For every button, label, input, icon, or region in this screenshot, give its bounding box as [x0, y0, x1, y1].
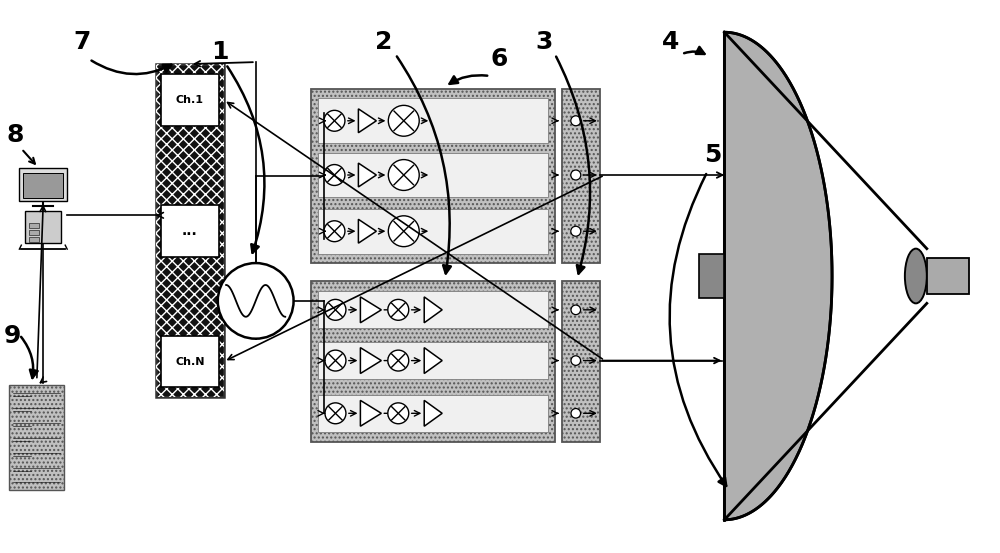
FancyArrowPatch shape	[397, 56, 451, 274]
Circle shape	[388, 216, 419, 247]
Text: 2: 2	[375, 30, 393, 54]
FancyArrowPatch shape	[670, 174, 726, 486]
Polygon shape	[424, 348, 442, 373]
Bar	[927, 258, 969, 294]
FancyArrowPatch shape	[556, 56, 590, 274]
Bar	[29, 237, 39, 242]
Bar	[318, 209, 548, 254]
Bar	[25, 211, 61, 243]
Bar	[318, 153, 548, 197]
Polygon shape	[424, 400, 442, 426]
Polygon shape	[358, 109, 376, 133]
Bar	[318, 395, 548, 432]
Text: 5: 5	[704, 143, 722, 166]
Bar	[23, 173, 63, 199]
Bar	[699, 254, 724, 299]
Polygon shape	[724, 32, 832, 520]
Polygon shape	[358, 163, 376, 187]
Circle shape	[571, 226, 581, 236]
Polygon shape	[358, 220, 376, 243]
FancyArrowPatch shape	[227, 66, 264, 253]
Text: 6: 6	[490, 47, 507, 71]
Circle shape	[325, 350, 346, 371]
Text: 7: 7	[73, 30, 91, 54]
FancyArrowPatch shape	[21, 337, 38, 378]
Text: ...: ...	[182, 224, 198, 238]
Text: 3: 3	[535, 30, 552, 54]
Text: 8: 8	[6, 123, 24, 147]
Bar	[161, 74, 219, 126]
Text: Ch.N: Ch.N	[175, 357, 205, 367]
Text: 9: 9	[3, 324, 21, 348]
Bar	[311, 281, 555, 442]
Polygon shape	[360, 297, 381, 323]
Circle shape	[324, 221, 345, 242]
Circle shape	[571, 305, 581, 315]
Circle shape	[571, 356, 581, 366]
Circle shape	[571, 409, 581, 418]
Circle shape	[571, 170, 581, 180]
Polygon shape	[424, 297, 442, 323]
Bar	[29, 223, 39, 228]
Text: 4: 4	[662, 30, 679, 54]
Bar	[318, 98, 548, 143]
Bar	[161, 205, 219, 257]
Bar	[562, 89, 600, 263]
Bar	[29, 230, 39, 235]
FancyArrowPatch shape	[684, 47, 705, 54]
Bar	[562, 281, 600, 442]
Circle shape	[324, 111, 345, 131]
Bar	[311, 89, 555, 263]
Bar	[156, 64, 224, 398]
Bar	[318, 291, 548, 328]
FancyArrowPatch shape	[450, 75, 487, 84]
Circle shape	[571, 116, 581, 126]
Circle shape	[388, 106, 419, 136]
Polygon shape	[360, 348, 381, 373]
Bar	[19, 168, 67, 201]
Bar	[161, 336, 219, 388]
Bar	[156, 64, 224, 398]
Polygon shape	[360, 400, 381, 426]
Circle shape	[325, 403, 346, 424]
Ellipse shape	[905, 249, 927, 304]
Bar	[318, 342, 548, 379]
Circle shape	[388, 299, 409, 320]
Circle shape	[388, 403, 409, 424]
Circle shape	[218, 263, 294, 338]
Circle shape	[388, 350, 409, 371]
Circle shape	[325, 299, 346, 320]
Text: 1: 1	[211, 40, 228, 64]
Text: Ch.1: Ch.1	[176, 95, 204, 105]
Circle shape	[388, 160, 419, 190]
FancyArrowPatch shape	[91, 61, 171, 74]
Bar	[9, 385, 64, 490]
Circle shape	[324, 165, 345, 185]
